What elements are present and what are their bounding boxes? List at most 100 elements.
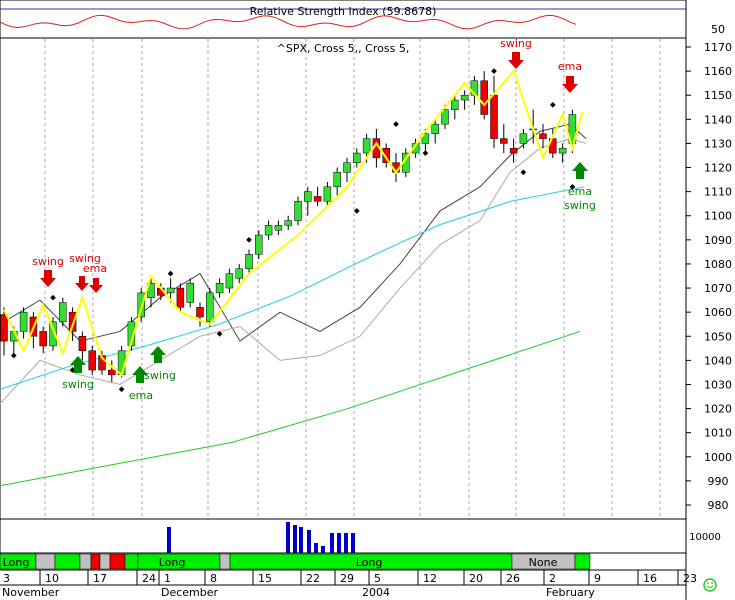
annotation-swing-buy-2: swing — [144, 369, 176, 382]
rsi-line — [0, 14, 577, 30]
volume-bar — [344, 533, 348, 553]
volume-bar — [314, 543, 318, 553]
candle-body — [137, 292, 145, 318]
date-axis: 3 10 17 24 1 8 15 22 29 5 12 20 26 2 9 16 23 November De… — [0, 569, 697, 600]
price-tick-label: 1040 — [704, 354, 732, 367]
annotation-swing-sell-2: swing — [69, 252, 101, 265]
candle-body — [245, 254, 253, 270]
buy-arrow — [572, 162, 588, 179]
pivot-dot — [216, 331, 223, 337]
volume-bars — [167, 522, 355, 553]
ema-short-line — [0, 186, 585, 390]
state-segment — [90, 553, 101, 570]
candle-body — [500, 138, 508, 144]
ema-long-line — [0, 330, 581, 487]
day-tick-label: 2 — [549, 572, 556, 585]
candle-body — [264, 225, 273, 236]
day-tick-label: 10 — [45, 572, 59, 585]
day-ticks: 3 10 17 24 1 8 15 22 29 5 12 20 26 2 9 16 23 — [3, 570, 697, 585]
sell-arrow — [40, 270, 56, 287]
price-tick-label: 1070 — [704, 282, 732, 295]
volume-bar — [293, 525, 297, 553]
month-label-december: December — [161, 586, 219, 599]
day-tick-label: 8 — [210, 572, 217, 585]
volume-bar — [337, 533, 341, 553]
buy-arrow — [70, 356, 86, 373]
candle-body — [519, 133, 528, 144]
pivot-dot — [353, 208, 360, 214]
price-tick-label: 1100 — [704, 210, 732, 223]
price-tick-label: 1020 — [704, 403, 732, 416]
price-tick-label: 1010 — [704, 427, 732, 440]
day-tick-label: 15 — [258, 572, 272, 585]
price-panel: ^SPX, Cross 5,, Cross 5, 980 990 1000 1010 1… — [0, 37, 732, 520]
candle-body — [313, 196, 322, 202]
candle-body — [68, 311, 77, 332]
candle-body — [206, 292, 214, 323]
candle-body — [235, 268, 243, 279]
candle-body — [323, 186, 332, 202]
day-tick-label: 17 — [93, 572, 107, 585]
state-label-long-1: Long — [3, 556, 30, 569]
price-tick-label: 1060 — [704, 306, 732, 319]
annotation-ema-sell-1: ema — [83, 262, 107, 275]
state-bar: Long Long Long None — [0, 552, 687, 571]
buy-arrow — [150, 346, 166, 363]
candle-body — [108, 369, 116, 376]
candle-body — [186, 282, 194, 303]
price-tick-label: 1030 — [704, 378, 732, 391]
price-tick-label: 1160 — [704, 65, 732, 78]
price-tick-label: 1170 — [704, 41, 732, 54]
candle-body — [19, 311, 28, 332]
price-tick-label: 1140 — [704, 113, 732, 126]
price-tick-label: 1000 — [704, 451, 732, 464]
state-label-none: None — [529, 556, 558, 569]
volume-tick: 10000 — [689, 532, 721, 543]
rsi-tick-50: 50 — [711, 23, 725, 36]
candle-body — [362, 138, 371, 154]
state-segment — [35, 553, 56, 570]
rsi-title: Relative Strength Index (59.8678) — [250, 5, 437, 18]
state-segment — [574, 553, 591, 570]
rsi-panel: Relative Strength Index (59.8678) 50 — [0, 0, 725, 39]
price-title: ^SPX, Cross 5,, Cross 5, — [277, 42, 410, 55]
candle-body — [117, 350, 126, 376]
pivot-dot — [569, 183, 576, 190]
volume-bar — [167, 527, 171, 553]
pivot-dot — [549, 102, 556, 108]
state-segments — [0, 553, 591, 570]
price-tick-label: 1090 — [704, 234, 732, 247]
day-tick-label: 12 — [423, 572, 437, 585]
volume-panel: 10000 — [0, 518, 721, 554]
day-tick-label: 23 — [683, 572, 697, 585]
pivot-dot — [393, 121, 399, 127]
band-line — [0, 138, 587, 405]
candle-body — [353, 152, 361, 163]
candle-body — [509, 147, 518, 154]
pivot-dot — [491, 68, 497, 74]
state-segment — [219, 553, 231, 570]
candle-body — [0, 314, 8, 342]
candle-body — [460, 94, 469, 101]
day-tick-label: 1 — [164, 572, 171, 585]
band-line — [0, 123, 587, 342]
candle-body — [127, 321, 136, 347]
volume-bar — [286, 522, 290, 553]
price-tick-label: 1120 — [704, 162, 732, 175]
smiley-icon[interactable] — [703, 578, 717, 592]
candle-body — [558, 147, 567, 154]
candle-body — [421, 133, 430, 144]
candle-body — [480, 80, 488, 115]
candle-body — [215, 282, 224, 294]
month-label-november: November — [2, 586, 60, 599]
month-label-february: February — [546, 586, 595, 599]
day-tick-label: 20 — [469, 572, 483, 585]
candle-body — [441, 109, 449, 125]
state-label-long-3: Long — [356, 556, 383, 569]
candles — [0, 71, 577, 383]
volume-bar — [321, 546, 325, 553]
annotation-swing-buy-3: swing — [564, 199, 596, 212]
candle-body — [343, 162, 351, 173]
state-segment — [79, 553, 92, 570]
